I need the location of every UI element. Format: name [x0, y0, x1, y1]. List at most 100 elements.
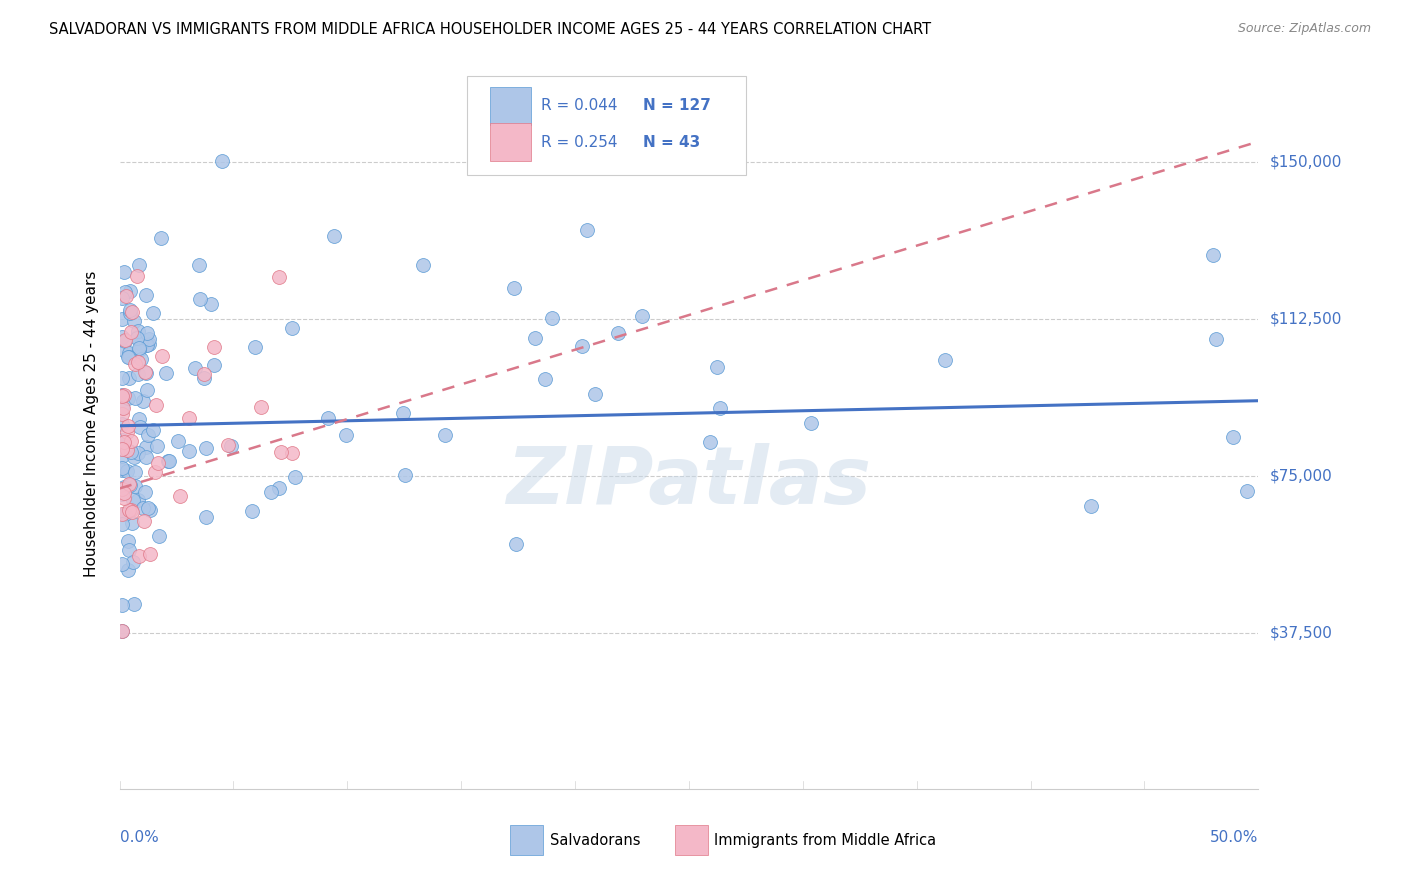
Point	[243, 340, 266, 354]
Point	[127, 492, 149, 507]
Point	[540, 310, 562, 325]
Text: SALVADORAN VS IMMIGRANTS FROM MIDDLE AFRICA HOUSEHOLDER INCOME AGES 25 - 44 YEAR: SALVADORAN VS IMMIGRANTS FROM MIDDLE AFR…	[49, 22, 931, 37]
Point	[115, 288, 138, 302]
Point	[583, 387, 606, 401]
Point	[111, 389, 134, 403]
Point	[121, 492, 143, 507]
Point	[1080, 499, 1102, 513]
Point	[211, 154, 233, 169]
Point	[136, 384, 159, 398]
Point	[120, 325, 142, 339]
Point	[128, 419, 150, 434]
Text: Immigrants from Middle Africa: Immigrants from Middle Africa	[714, 833, 936, 848]
Point	[124, 357, 146, 371]
Point	[142, 423, 165, 437]
Point	[112, 486, 135, 500]
Point	[200, 297, 222, 311]
Point	[505, 537, 527, 551]
Point	[136, 427, 159, 442]
Point	[1222, 430, 1244, 444]
Point	[523, 331, 546, 345]
Point	[129, 337, 152, 351]
Point	[111, 434, 134, 448]
Point	[127, 355, 149, 369]
Point	[150, 350, 173, 364]
Point	[281, 446, 304, 460]
Point	[124, 391, 146, 405]
Point	[433, 428, 456, 442]
Point	[115, 464, 138, 478]
Point	[335, 428, 357, 442]
FancyBboxPatch shape	[489, 123, 530, 161]
Point	[114, 334, 136, 348]
Point	[1202, 248, 1225, 262]
Point	[111, 388, 134, 402]
Point	[391, 406, 413, 420]
Point	[195, 509, 218, 524]
Point	[139, 502, 162, 516]
Point	[134, 514, 156, 528]
Point	[111, 624, 134, 638]
Point	[193, 371, 215, 385]
Point	[127, 269, 149, 284]
Point	[145, 398, 167, 412]
Text: N = 127: N = 127	[644, 98, 711, 113]
Point	[138, 332, 160, 346]
Point	[267, 270, 290, 285]
Point	[111, 442, 134, 457]
Point	[128, 411, 150, 425]
Point	[117, 345, 139, 359]
Point	[177, 443, 200, 458]
Point	[157, 454, 180, 468]
Point	[127, 446, 149, 460]
Point	[117, 350, 139, 364]
Point	[184, 361, 207, 376]
Point	[111, 312, 134, 326]
Point	[114, 507, 136, 521]
FancyBboxPatch shape	[510, 824, 543, 855]
Point	[121, 555, 143, 569]
Point	[219, 439, 242, 453]
Point	[124, 450, 146, 464]
Text: 0.0%: 0.0%	[120, 830, 159, 845]
Point	[142, 306, 165, 320]
Point	[118, 502, 141, 516]
Point	[111, 487, 134, 501]
Point	[157, 454, 180, 468]
Point	[134, 485, 156, 500]
Point	[250, 401, 273, 415]
Point	[177, 410, 200, 425]
Point	[111, 557, 134, 571]
Point	[125, 331, 148, 345]
Point	[131, 394, 153, 409]
Point	[120, 444, 142, 458]
Point	[412, 258, 434, 272]
Point	[112, 388, 135, 402]
Point	[121, 304, 143, 318]
Text: Salvadorans: Salvadorans	[550, 833, 641, 848]
Point	[112, 265, 135, 279]
Point	[127, 368, 149, 382]
Point	[606, 326, 628, 340]
Point	[202, 358, 225, 372]
Point	[118, 542, 141, 557]
Point	[111, 417, 134, 431]
Point	[316, 411, 339, 425]
Point	[280, 321, 302, 335]
Point	[148, 529, 170, 543]
Point	[322, 228, 344, 243]
Point	[121, 505, 143, 519]
Point	[167, 434, 190, 449]
Point	[267, 481, 290, 495]
Text: $75,000: $75,000	[1270, 468, 1333, 483]
Point	[111, 463, 134, 477]
Text: Source: ZipAtlas.com: Source: ZipAtlas.com	[1237, 22, 1371, 36]
Point	[118, 284, 141, 298]
Point	[169, 490, 191, 504]
Point	[112, 491, 135, 505]
Point	[136, 501, 159, 516]
Point	[111, 461, 134, 475]
Point	[118, 371, 141, 385]
Point	[128, 549, 150, 563]
FancyBboxPatch shape	[675, 824, 709, 855]
